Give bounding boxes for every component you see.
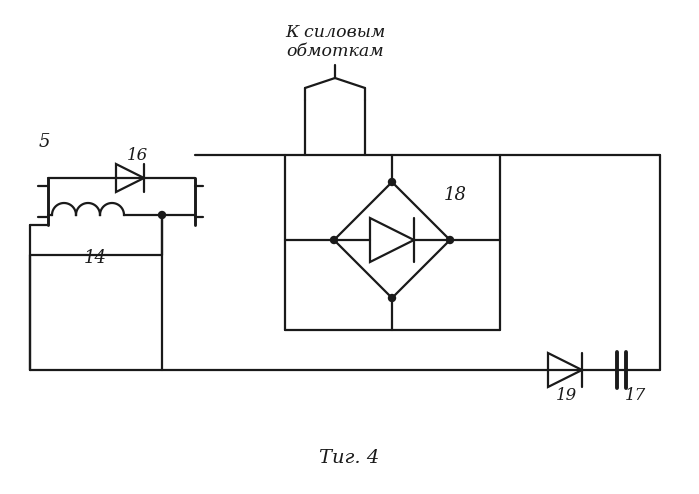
Circle shape bbox=[389, 178, 396, 186]
Text: К силовым
обмоткам: К силовым обмоткам bbox=[285, 24, 385, 60]
Text: 16: 16 bbox=[127, 147, 147, 164]
Polygon shape bbox=[548, 353, 582, 387]
Polygon shape bbox=[116, 164, 144, 192]
Text: Τиг. 4: Τиг. 4 bbox=[319, 449, 379, 467]
Text: 19: 19 bbox=[556, 386, 577, 404]
Text: 5: 5 bbox=[38, 133, 50, 151]
Text: 17: 17 bbox=[624, 386, 646, 404]
Text: 18: 18 bbox=[443, 186, 466, 204]
Circle shape bbox=[389, 294, 396, 301]
Polygon shape bbox=[370, 218, 414, 262]
Circle shape bbox=[159, 211, 166, 218]
Circle shape bbox=[447, 237, 454, 244]
Text: 14: 14 bbox=[83, 249, 106, 267]
Circle shape bbox=[331, 237, 338, 244]
